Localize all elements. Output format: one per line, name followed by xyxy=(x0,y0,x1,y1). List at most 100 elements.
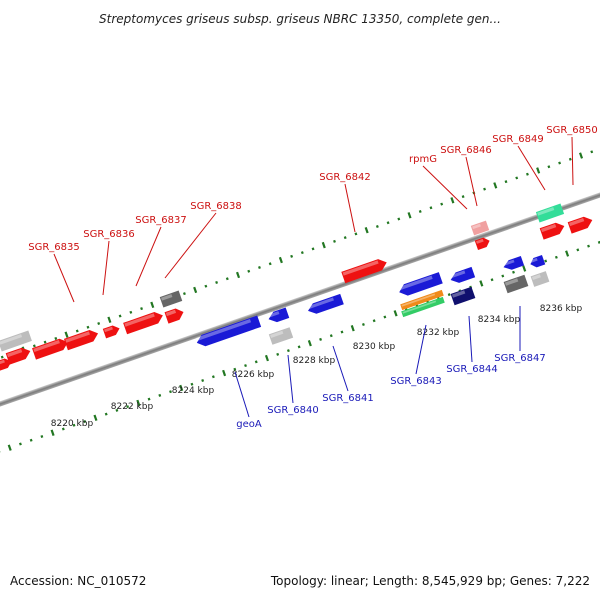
map-title: Streptomyces griseus subsp. griseus NBRC… xyxy=(99,12,501,26)
scale-dot xyxy=(297,345,301,349)
scale-dot xyxy=(319,337,322,341)
scale-dot xyxy=(354,232,358,236)
scale-dot xyxy=(300,251,304,255)
callout-line xyxy=(517,145,546,191)
track-group xyxy=(0,132,600,467)
callout-line xyxy=(468,315,473,363)
scale-dot xyxy=(490,278,494,282)
scale-dot xyxy=(136,399,141,407)
scale-dot xyxy=(93,414,98,422)
scale-dot xyxy=(97,322,101,326)
forward-gene-label: SGR_6842 xyxy=(319,172,371,183)
topology-text: Topology: linear; Length: 8,545,929 bp; … xyxy=(270,574,590,588)
scale-dot xyxy=(393,310,398,317)
callout-line xyxy=(135,226,162,287)
forward-gene xyxy=(474,237,490,251)
scale-dot xyxy=(333,239,336,243)
gene-dark xyxy=(159,290,183,308)
scale-dot xyxy=(397,217,401,221)
scale-dot xyxy=(418,210,422,214)
gene-dark xyxy=(503,274,529,294)
scale-dot xyxy=(278,256,283,264)
forward-scale-track xyxy=(0,150,594,359)
scale-dot xyxy=(126,405,130,409)
scale-dot xyxy=(72,423,76,427)
forward-gene xyxy=(567,216,593,234)
scale-dot xyxy=(7,444,12,451)
forward-gene xyxy=(0,358,12,372)
scale-tick-label: 8234 kbp xyxy=(478,315,521,325)
scale-dot xyxy=(407,212,412,219)
rna-gene xyxy=(535,203,565,223)
scale-dot xyxy=(158,393,162,397)
scale-dot xyxy=(578,152,584,159)
scale-dot xyxy=(50,429,55,436)
forward-gene-label: rpmG xyxy=(409,154,437,165)
scale-dot xyxy=(118,314,122,318)
scale-dot xyxy=(525,172,529,176)
scale-dot xyxy=(450,197,455,204)
scale-dot xyxy=(183,292,186,296)
scale-dot xyxy=(375,224,379,228)
callout-line xyxy=(102,240,110,296)
scale-dot xyxy=(61,427,65,431)
scale-dot xyxy=(190,382,194,386)
rna-gene xyxy=(400,289,444,311)
scale-dot xyxy=(311,247,315,251)
reverse-gene xyxy=(450,266,476,283)
reverse-gene xyxy=(530,254,546,268)
forward-gene-label: SGR_6846 xyxy=(440,145,492,156)
reverse-gene xyxy=(268,307,290,323)
callout-line xyxy=(287,354,294,404)
callout-line xyxy=(344,183,356,233)
pseudo-gene xyxy=(530,271,550,287)
scale-dot xyxy=(440,202,444,206)
scale-tick-label: 8230 kbp xyxy=(353,342,396,352)
forward-gene-label: SGR_6849 xyxy=(492,134,544,145)
scale-tick-label: 8232 kbp xyxy=(417,328,460,338)
scale-dot xyxy=(479,280,484,287)
callout-line xyxy=(53,253,75,303)
scale-dot xyxy=(386,221,390,225)
scale-dot xyxy=(383,315,387,319)
callout-line xyxy=(332,345,349,392)
scale-dot xyxy=(568,157,572,161)
scale-dot xyxy=(104,412,108,416)
scale-dot xyxy=(576,248,580,252)
sequence-axis xyxy=(0,132,600,467)
reverse-gene xyxy=(307,293,344,314)
scale-dot xyxy=(544,259,548,263)
scale-tick-label: 8222 kbp xyxy=(111,402,154,412)
scale-dot xyxy=(258,266,261,270)
reverse-gene-label: SGR_6843 xyxy=(390,376,442,387)
scale-dot xyxy=(83,420,87,424)
scale-dot xyxy=(362,323,365,326)
forward-gene-label: SGR_6850 xyxy=(546,125,598,136)
scale-dot xyxy=(193,286,198,294)
scale-dot xyxy=(590,150,594,154)
forward-gene xyxy=(341,259,387,284)
scale-tick-label: 8220 kbp xyxy=(51,419,94,429)
scale-dot xyxy=(147,397,151,401)
scale-dot xyxy=(211,375,215,379)
scale-dot xyxy=(587,244,590,248)
scale-dot xyxy=(340,330,344,334)
gene-dark xyxy=(450,286,476,306)
scale-dot xyxy=(140,307,143,311)
scale-dot xyxy=(43,340,47,344)
scale-dot xyxy=(343,236,347,240)
scale-dot xyxy=(554,255,558,259)
scale-dot xyxy=(364,227,369,234)
scale-dot xyxy=(129,310,133,314)
scale-dot xyxy=(54,336,58,340)
forward-gene xyxy=(102,325,120,339)
forward-gene-label: SGR_6837 xyxy=(135,215,187,226)
gene-labels: 8220 kbp 8222 kbp 8224 kbp 8226 kbp 8228 kbp… xyxy=(28,125,598,430)
scale-dot xyxy=(522,265,527,272)
forward-gene xyxy=(539,222,565,240)
reverse-gene xyxy=(196,315,262,347)
scale-tick-label: 8228 kbp xyxy=(293,356,336,366)
rna-gene xyxy=(470,220,490,236)
scale-dot xyxy=(233,367,237,371)
